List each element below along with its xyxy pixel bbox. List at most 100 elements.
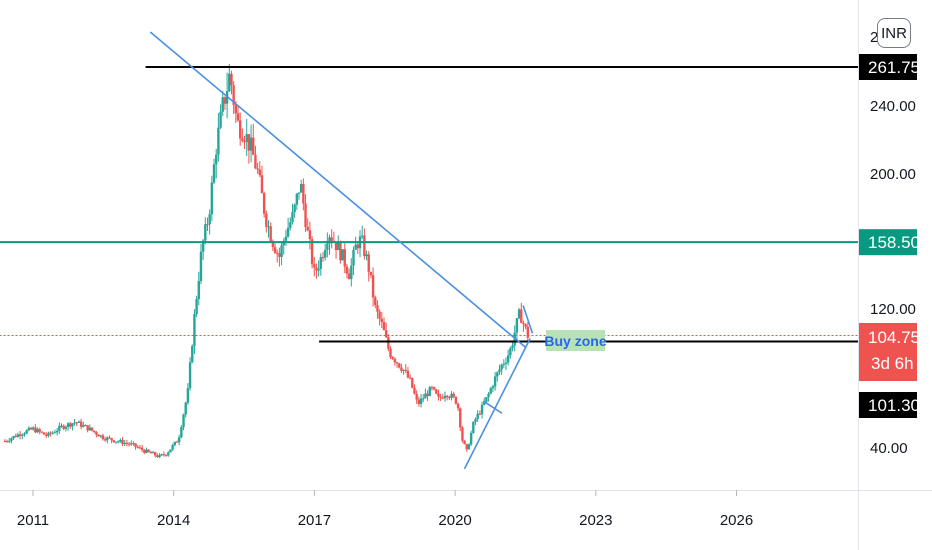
candle <box>317 260 320 277</box>
candle <box>103 436 107 442</box>
trendline[interactable] <box>482 400 503 414</box>
currency-button[interactable]: INR <box>877 18 911 48</box>
candle <box>520 302 523 324</box>
candle <box>31 426 35 431</box>
candle <box>156 453 159 458</box>
candle <box>66 422 70 431</box>
candle <box>40 431 44 434</box>
candle <box>343 243 346 274</box>
candle <box>387 334 390 352</box>
time-tick-label: 2023 <box>579 512 612 529</box>
time-axis[interactable]: 2011 2014 2017 2020 2023 2026 <box>17 490 753 529</box>
candle <box>496 371 499 382</box>
candle <box>247 134 251 164</box>
trendline[interactable] <box>522 305 534 334</box>
plot-area[interactable] <box>0 0 858 490</box>
candle <box>404 364 407 374</box>
candle <box>191 344 194 364</box>
candle <box>276 249 279 263</box>
candle <box>491 384 495 392</box>
candle <box>347 268 351 280</box>
candle <box>171 443 174 452</box>
candle <box>452 392 455 399</box>
trendline[interactable] <box>463 338 531 470</box>
candle <box>360 225 364 240</box>
candle <box>398 362 401 369</box>
candle <box>323 243 327 261</box>
candle <box>293 203 296 218</box>
candle <box>47 431 50 438</box>
candle <box>506 349 510 366</box>
candle <box>369 271 373 279</box>
candle <box>34 424 37 434</box>
candle <box>27 426 31 432</box>
candle <box>245 118 248 156</box>
candle <box>371 267 375 307</box>
candle <box>58 422 61 435</box>
candle <box>228 63 231 93</box>
candle <box>223 96 227 110</box>
buy-zone-label: Buy zone <box>544 333 606 349</box>
candle <box>62 424 65 431</box>
candle <box>116 440 120 444</box>
price-tag: 101.30 <box>859 392 920 418</box>
candle <box>402 369 405 375</box>
candle <box>306 218 309 232</box>
candle <box>352 246 355 276</box>
candle <box>25 429 28 435</box>
candle <box>502 359 506 369</box>
buy-zone-annotation[interactable]: Buy zone <box>544 330 607 351</box>
price-tag-label: 261.75 <box>868 58 920 77</box>
candle <box>445 394 449 401</box>
candle <box>461 426 464 443</box>
candle <box>472 421 475 434</box>
price-tags: 261.75 158.50 104.75 3d 6h 101.30 <box>859 54 920 418</box>
countdown-label: 3d 6h <box>871 354 914 373</box>
candle <box>435 388 438 395</box>
candle <box>92 430 96 434</box>
candle <box>175 440 179 443</box>
candle <box>101 433 105 441</box>
candle <box>278 247 281 267</box>
candle <box>478 410 482 416</box>
candle <box>188 357 192 391</box>
candle <box>443 391 447 402</box>
candle <box>260 165 264 194</box>
candle <box>110 437 113 444</box>
candle <box>241 128 244 143</box>
price-tag: 104.75 3d 6h <box>859 323 920 381</box>
candle <box>380 312 384 329</box>
candle <box>304 194 307 233</box>
candle <box>193 309 196 355</box>
candle <box>204 217 207 245</box>
candle <box>350 258 353 287</box>
candle <box>97 434 100 437</box>
candle <box>208 209 211 235</box>
candle <box>295 193 299 210</box>
candle <box>108 435 111 439</box>
candle <box>77 420 81 423</box>
candle <box>38 427 41 435</box>
candle <box>95 430 98 438</box>
candle <box>376 300 379 319</box>
candle <box>308 221 312 250</box>
candle <box>498 364 501 375</box>
candle <box>147 449 150 453</box>
trendline[interactable] <box>149 31 526 348</box>
candle <box>125 439 129 447</box>
candle <box>154 451 157 458</box>
candle <box>393 357 397 366</box>
candle <box>164 454 168 457</box>
price-tick-label: 200.00 <box>870 166 916 183</box>
candle <box>509 346 512 359</box>
candle <box>84 424 87 427</box>
candle <box>382 317 386 331</box>
candle <box>99 435 102 438</box>
time-tick-label: 2020 <box>438 512 471 529</box>
candle <box>151 450 155 454</box>
candle <box>199 243 203 285</box>
trendlines[interactable] <box>149 31 534 470</box>
candle <box>299 179 303 193</box>
candle <box>206 217 209 231</box>
